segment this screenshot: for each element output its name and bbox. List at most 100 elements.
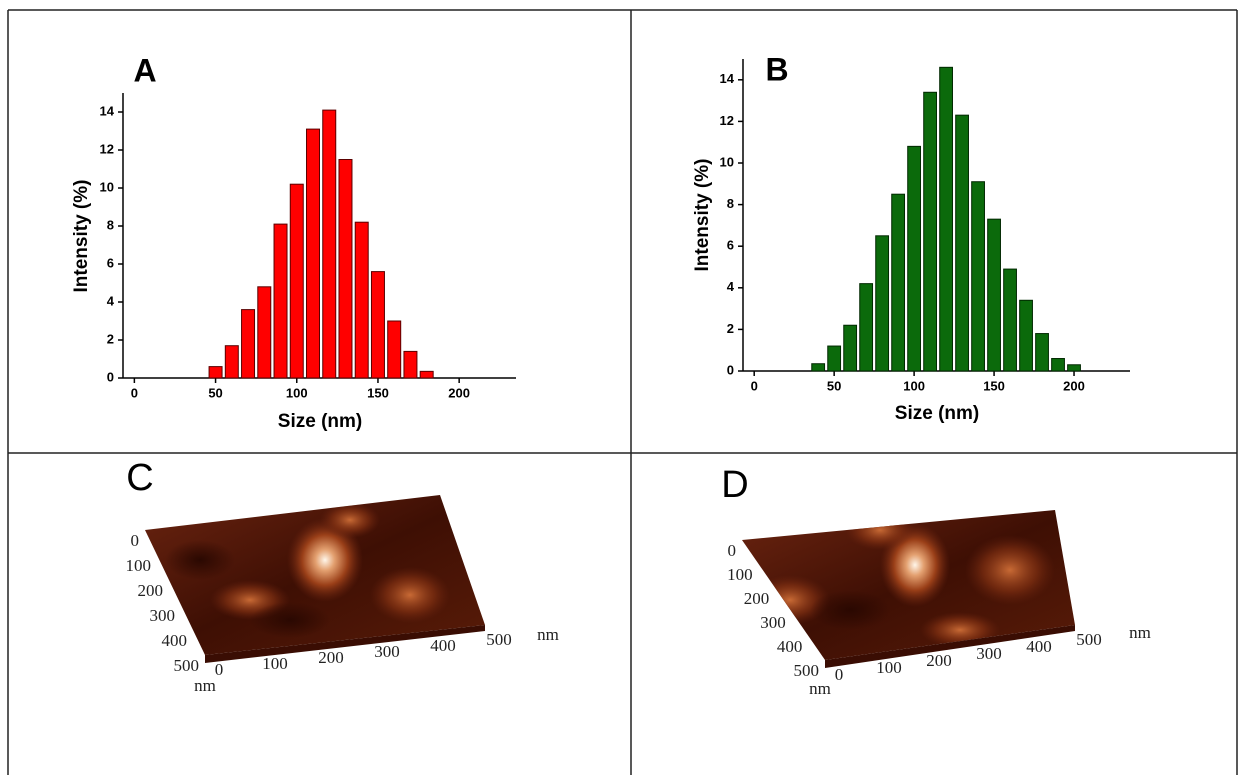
x-tick-label: 0	[835, 665, 844, 684]
y-tick-label: 0	[131, 531, 140, 550]
y-tick-label: 12	[720, 113, 734, 128]
y-tick-label: 4	[727, 279, 735, 294]
x-tick-label: 0	[751, 378, 758, 393]
bar	[876, 236, 889, 371]
y-tick-label: 8	[107, 217, 114, 232]
y-axis-label: nm	[194, 676, 216, 695]
figure: A02468101214050100150200Size (nm)Intensi…	[0, 0, 1245, 775]
bar	[307, 129, 320, 378]
y-tick-label: 10	[100, 179, 114, 194]
bar	[274, 224, 287, 378]
x-tick-label: 200	[448, 385, 470, 400]
y-tick-label: 0	[727, 362, 734, 377]
bar	[1068, 365, 1081, 371]
bar	[242, 310, 255, 378]
y-tick-label: 2	[727, 321, 734, 336]
x-tick-label: 200	[926, 651, 952, 670]
x-tick-label: 100	[262, 654, 288, 673]
bar	[371, 272, 384, 378]
bar	[1036, 334, 1049, 371]
x-tick-label: 0	[215, 660, 224, 679]
bar	[892, 194, 905, 371]
bar	[323, 110, 336, 378]
x-tick-label: 50	[827, 378, 841, 393]
y-tick-label: 0	[728, 541, 737, 560]
bar	[404, 351, 417, 378]
y-axis-label: nm	[809, 679, 831, 698]
bar	[812, 364, 825, 371]
x-axis-label: nm	[1129, 623, 1151, 642]
surface-feature	[965, 535, 1055, 605]
surface-feature	[320, 502, 380, 538]
surface-feature	[165, 540, 235, 580]
panel-label: D	[721, 464, 748, 506]
bar	[420, 371, 433, 378]
bar	[290, 184, 303, 378]
panel-label: B	[765, 51, 788, 87]
y-tick-label: 200	[744, 589, 770, 608]
y-tick-label: 300	[150, 606, 176, 625]
x-tick-label: 150	[983, 378, 1005, 393]
x-tick-label: 400	[430, 636, 456, 655]
y-tick-label: 400	[777, 637, 803, 656]
y-axis-label: Intensity (%)	[692, 159, 713, 272]
x-tick-label: 150	[367, 385, 389, 400]
surface-feature	[845, 510, 915, 550]
x-tick-label: 100	[876, 658, 902, 677]
bar	[940, 67, 953, 371]
bar	[355, 222, 368, 378]
x-tick-label: 300	[374, 642, 400, 661]
y-tick-label: 4	[107, 293, 115, 308]
panel-label: A	[133, 52, 156, 88]
surface-feature	[370, 567, 450, 623]
bar	[860, 284, 873, 371]
x-tick-label: 100	[286, 385, 308, 400]
x-tick-label: 500	[1076, 630, 1102, 649]
x-tick-label: 200	[1063, 378, 1085, 393]
y-tick-label: 2	[107, 331, 114, 346]
x-axis-label: Size (nm)	[895, 403, 979, 424]
bar	[1020, 300, 1033, 371]
bar	[828, 346, 841, 371]
bar	[388, 321, 401, 378]
bar	[1004, 269, 1017, 371]
bar	[258, 287, 271, 378]
y-tick-label: 8	[727, 196, 734, 211]
x-tick-label: 0	[131, 385, 138, 400]
y-tick-label: 14	[100, 103, 115, 118]
x-tick-label: 100	[903, 378, 925, 393]
bar	[908, 146, 921, 371]
panel: B 0 2 4 6 8 10 12 14 0 50 100 150 200 Size (nm) Intensi…	[692, 51, 1130, 424]
y-axis-label: Intensity (%)	[71, 180, 92, 293]
bar	[844, 325, 857, 371]
surface-feature	[250, 602, 330, 638]
y-tick-label: 300	[760, 613, 786, 632]
bar	[988, 219, 1001, 371]
y-tick-label: 100	[727, 565, 753, 584]
bar	[339, 160, 352, 379]
y-tick-label: 400	[162, 631, 188, 650]
y-tick-label: 500	[174, 656, 200, 675]
bar	[972, 182, 985, 371]
x-tick-label: 300	[976, 644, 1002, 663]
y-tick-label: 12	[100, 141, 114, 156]
x-axis-label: nm	[537, 625, 559, 644]
bar	[956, 115, 969, 371]
y-tick-label: 200	[138, 581, 164, 600]
y-tick-label: 500	[794, 661, 820, 680]
y-tick-label: 10	[720, 154, 734, 169]
bar	[1052, 359, 1065, 371]
y-tick-label: 14	[720, 71, 735, 86]
y-tick-label: 0	[107, 369, 114, 384]
x-tick-label: 200	[318, 648, 344, 667]
x-tick-label: 500	[486, 630, 512, 649]
x-tick-label: 400	[1026, 637, 1052, 656]
x-tick-label: 50	[208, 385, 222, 400]
y-tick-label: 6	[727, 238, 734, 253]
panel-label: C	[126, 457, 153, 499]
surface-feature	[810, 590, 890, 630]
y-tick-label: 6	[107, 255, 114, 270]
bar	[924, 92, 937, 371]
